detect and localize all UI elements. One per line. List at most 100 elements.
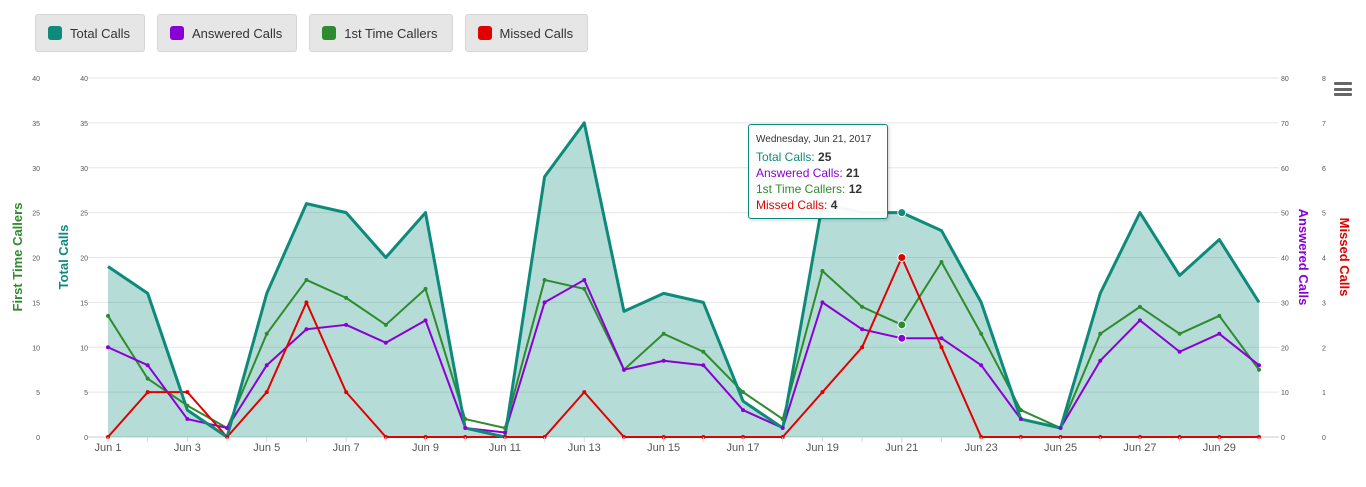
- 1st-time-callers-point: [185, 403, 190, 408]
- y-tick-label-missed: 4: [1322, 256, 1326, 263]
- 1st-time-callers-point: [1137, 304, 1142, 309]
- first-time-callers-swatch-icon: [322, 26, 337, 40]
- total-calls-area-fill: [108, 122, 1259, 437]
- y-tick-label-answered: 80: [1281, 76, 1289, 83]
- missed-calls-swatch-icon: [477, 26, 492, 40]
- legend-label: 1st Time Callers: [344, 25, 438, 41]
- x-tick-label: Jun 23: [965, 442, 998, 454]
- answered-calls-point: [701, 363, 706, 368]
- 1st-time-callers-point: [1098, 331, 1103, 336]
- 1st-time-callers-point: [820, 268, 825, 273]
- legend-total-calls-button[interactable]: Total Calls: [35, 14, 145, 52]
- answered-calls-point: [860, 327, 865, 332]
- total-calls-swatch-icon: [48, 26, 62, 40]
- answered-calls-point: [979, 363, 984, 368]
- 1st-time-callers-point: [939, 259, 944, 264]
- 1st-time-callers-point: [1018, 408, 1023, 413]
- x-axis: Jun 1 Jun 3 Jun 5 Jun 7 Jun 9 Jun 11 Jun 13 Jun…: [95, 437, 1260, 454]
- tooltip-answered-row: Answered Calls: 21: [756, 165, 887, 181]
- legend-label: Total Calls: [70, 25, 130, 41]
- y-tick-label-first-time: 5: [36, 390, 40, 397]
- x-tick-label: Jun 9: [412, 442, 439, 454]
- tooltip-first-value: 12: [848, 182, 863, 196]
- 1st-time-callers-point: [661, 331, 666, 336]
- answered-calls-point: [582, 277, 587, 282]
- tooltip: Wednesday, Jun 21, 2017 Total Calls: 25 …: [748, 124, 888, 219]
- 1st-time-callers-point: [780, 417, 785, 422]
- 1st-time-callers-point: [701, 349, 706, 354]
- answered-calls-point: [423, 318, 428, 323]
- answered-calls-point: [1018, 417, 1023, 422]
- x-tick-label: Jun 19: [806, 442, 839, 454]
- total-calls-area: [108, 122, 1259, 437]
- answered-calls-point: [502, 430, 507, 435]
- y-tick-label-total: 25: [80, 211, 88, 218]
- tooltip-missed-label: Missed Calls:: [756, 198, 828, 212]
- axis-title-first-time: First Time Callers: [10, 203, 25, 312]
- missed-calls-point: [145, 390, 150, 395]
- 1st-time-callers-point: [1177, 331, 1182, 336]
- y-tick-label-missed: 5: [1322, 211, 1326, 218]
- tooltip-total-row: Total Calls: 25: [756, 149, 887, 165]
- answered-calls-point: [106, 345, 110, 350]
- tooltip-date: Wednesday, Jun 21, 2017: [756, 134, 872, 145]
- answered-calls-point: [1137, 318, 1142, 323]
- answered-calls-point: [264, 363, 269, 368]
- legend-first-time-callers-button[interactable]: 1st Time Callers: [309, 14, 453, 52]
- tooltip-first-label: 1st Time Callers:: [756, 182, 846, 196]
- missed-calls-point: [860, 345, 865, 350]
- x-tick-label: Jun 3: [174, 442, 201, 454]
- y-tick-label-total: 15: [80, 300, 88, 307]
- y-tick-label-first-time: 0: [36, 435, 40, 442]
- answered-calls-point: [225, 426, 230, 431]
- 1st-time-callers-point: [145, 376, 150, 381]
- series-points: [106, 208, 1261, 439]
- answered-calls-point: [897, 333, 907, 343]
- answered-calls-point: [1177, 349, 1182, 354]
- answered-calls-point: [304, 327, 309, 332]
- 1st-time-callers-point: [264, 331, 269, 336]
- answered-calls-line: [107, 278, 1260, 434]
- tooltip-total-label: Total Calls:: [756, 150, 815, 164]
- y-tick-label-total: 30: [80, 166, 88, 173]
- tooltip-total-value: 25: [818, 150, 832, 164]
- 1st-time-callers-point: [1217, 313, 1222, 318]
- legend-answered-calls-button[interactable]: Answered Calls: [156, 14, 298, 52]
- y-tick-label-total: 40: [80, 76, 88, 83]
- 1st-time-callers-point: [741, 390, 746, 395]
- y-tick-label-first-time: 35: [32, 121, 40, 128]
- missed-calls-point: [304, 300, 309, 305]
- 1st-time-callers-point: [423, 286, 428, 291]
- x-tick-label: Jun 5: [253, 442, 280, 454]
- tooltip-missed-value: 4: [830, 198, 838, 212]
- answered-calls-point: [542, 300, 547, 305]
- missed-calls-point: [344, 390, 349, 395]
- 1st-time-callers-point: [1257, 367, 1261, 372]
- answered-calls-point: [820, 300, 825, 305]
- 1st-time-callers-point: [860, 304, 865, 309]
- 1st-time-callers-point: [502, 426, 507, 431]
- y-tick-label-first-time: 15: [32, 300, 40, 307]
- answered-calls-point: [463, 426, 468, 431]
- hamburger-menu-icon[interactable]: [1334, 82, 1352, 96]
- y-tick-label-missed: 3: [1322, 300, 1326, 307]
- y-tick-label-total: 5: [84, 390, 88, 397]
- answered-calls-point: [621, 367, 626, 372]
- 1st-time-callers-line: [107, 260, 1260, 430]
- y-tick-label-answered: 10: [1281, 390, 1289, 397]
- y-tick-labels: 0510152025303540051015202530354001020304…: [32, 76, 1326, 442]
- 1st-time-callers-point: [304, 277, 309, 282]
- y-tick-label-total: 20: [80, 256, 88, 263]
- x-tick-label: Jun 29: [1203, 442, 1236, 454]
- x-tick-label: Jun 13: [568, 442, 601, 454]
- legend-missed-calls-button[interactable]: Missed Calls: [464, 14, 589, 52]
- legend-label: Answered Calls: [191, 25, 283, 41]
- y-tick-label-missed: 1: [1322, 390, 1326, 397]
- 1st-time-callers-point: [979, 331, 984, 336]
- total-calls-line: [107, 121, 1261, 439]
- answered-calls-point: [1217, 331, 1222, 336]
- y-tick-label-answered: 50: [1281, 211, 1289, 218]
- x-tick-label: Jun 21: [885, 442, 918, 454]
- y-tick-label-answered: 70: [1281, 121, 1289, 128]
